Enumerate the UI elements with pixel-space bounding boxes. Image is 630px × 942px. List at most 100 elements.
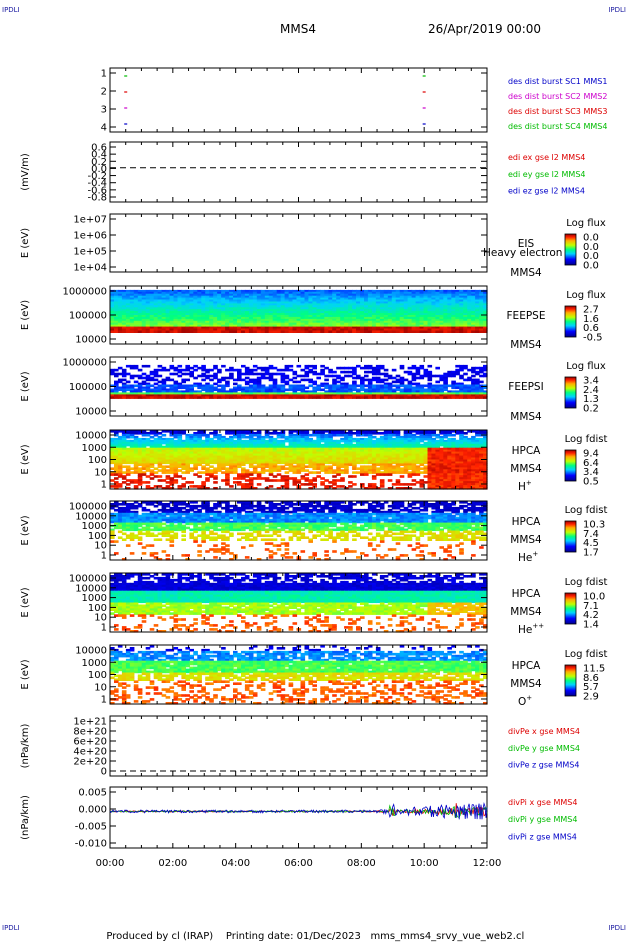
y-tick-label-divpi: -0.010 [75, 839, 107, 850]
legend-entry-divpi: divPi z gse MMS4 [508, 832, 577, 841]
y-tick-label-feepsi: 1000000 [62, 358, 107, 369]
legend-entry-burst: des dist burst SC3 MMS3 [508, 107, 607, 116]
x-tick-label: 00:00 [96, 858, 125, 869]
y-tick-label-hpca_o: 10 [94, 682, 107, 693]
colorbar-tick-hpca_h: 0.5 [583, 477, 599, 488]
mission-label-eis: MMS4 [510, 267, 542, 279]
heatmap-feepse [110, 290, 488, 333]
colorbar-tick-feepse: -0.5 [583, 333, 603, 344]
panel-frame-divpi [110, 787, 487, 848]
y-tick-label-divpi: 0.005 [78, 788, 107, 799]
colorbar-hpca_he [565, 521, 576, 552]
mission-label-feepsi: MMS4 [510, 411, 542, 423]
colorbar-tick-feepsi: 0.2 [583, 404, 599, 415]
heatmap-hpca_he [110, 501, 488, 561]
panel-frame-burst [110, 68, 487, 132]
heatmap-hpca_h [110, 430, 488, 490]
y-tick-label-feepse: 100000 [69, 311, 107, 322]
y-tick-label-hpca_he2: 1 [101, 623, 107, 634]
colorbar-eis [565, 234, 576, 265]
colorbar-feepse [565, 306, 576, 337]
panel-frame-eis [110, 214, 487, 272]
y-tick-label-hpca_o: 100 [88, 670, 107, 681]
y-tick-label-hpca_h: 100 [88, 455, 107, 466]
y-tick-label-divpi: -0.005 [75, 822, 107, 833]
y-tick-label-hpca_h: 10 [94, 467, 107, 478]
colorbar-tick-hpca_he: 1.7 [583, 548, 599, 559]
colorbar-feepsi [565, 377, 576, 408]
y-tick-label-hpca_he: 1 [101, 551, 107, 562]
y-axis-label-divpe: (nPa/km) [20, 724, 31, 769]
mission-label-hpca_he2: MMS4 [510, 606, 542, 618]
y-tick-label-hpca_h: 1000 [82, 443, 107, 454]
x-tick-label: 10:00 [410, 858, 439, 869]
y-tick-label-eis: 1e+05 [73, 247, 107, 258]
colorbar-title-hpca_he2: Log fdist [565, 577, 608, 588]
panel-edi: 0.60.40.20.0-0.2-0.4-0.6-0.8(mV/m)edi ex… [20, 142, 586, 204]
y-tick-label-burst: 2 [101, 87, 107, 98]
y-tick-label-hpca_o: 1000 [82, 658, 107, 669]
heatmap-feepsi [110, 365, 488, 399]
y-axis-label-feepsi: E (eV) [20, 371, 31, 401]
mission-label-hpca_o: MMS4 [510, 678, 542, 690]
legend-entry-edi: edi ez gse l2 MMS4 [508, 187, 585, 196]
footer: Produced by cl (IRAP) Printing date: 01/… [100, 920, 524, 942]
y-tick-label-divpe: 0 [101, 767, 107, 778]
y-tick-label-eis: 1e+07 [73, 215, 107, 226]
instrument-label-feepsi: FEEPSI [508, 381, 543, 393]
legend-entry-burst: des dist burst SC2 MMS2 [508, 92, 607, 101]
mission-label-hpca_he: MMS4 [510, 534, 542, 546]
panel-frame-edi [110, 142, 487, 202]
y-axis-label-hpca_h: E (eV) [20, 444, 31, 474]
legend-entry-burst: des dist burst SC1 MMS1 [508, 77, 607, 86]
legend-entry-divpe: divPe y gse MMS4 [508, 744, 580, 753]
y-axis-label-edi: (mV/m) [20, 153, 31, 191]
colorbar-title-hpca_he: Log fdist [565, 505, 608, 516]
footer-produced-by: Produced by cl (IRAP) [106, 931, 213, 942]
legend-entry-divpi: divPi y gse MMS4 [508, 815, 577, 824]
heatmap-hpca_he2 [110, 573, 488, 633]
y-tick-label-edi: -0.8 [87, 193, 107, 204]
colorbar-tick-hpca_o: 2.9 [583, 692, 599, 703]
legend-entry-divpe: divPe z gse MMS4 [508, 761, 579, 770]
colorbar-title-eis: Log flux [566, 218, 606, 229]
y-tick-label-divpi: 0.000 [78, 805, 107, 816]
panel-frame-divpe [110, 716, 487, 776]
legend-entry-burst: des dist burst SC4 MMS4 [508, 122, 607, 131]
instrument-label-hpca_he: HPCA [512, 516, 542, 528]
y-tick-label-hpca_h: 1 [101, 480, 107, 491]
x-tick-label: 12:00 [473, 858, 502, 869]
footer-printing-date: Printing date: 01/Dec/2023 [226, 931, 361, 942]
species-label-hpca_he: He+ [518, 550, 538, 564]
y-tick-label-feepsi: 100000 [69, 382, 107, 393]
legend-entry-divpi: divPi x gse MMS4 [508, 798, 577, 807]
species-label-hpca_he2: He++ [518, 622, 544, 636]
colorbar-title-feepse: Log flux [566, 290, 606, 301]
y-tick-label-burst: 1 [101, 69, 107, 80]
y-axis-label-divpi: (nPa/km) [20, 795, 31, 840]
overlay-text-eis: Heavy electron to [483, 247, 576, 259]
y-tick-label-feepse: 1000000 [62, 287, 107, 298]
colorbar-tick-eis: 0.0 [583, 261, 599, 272]
colorbar-title-feepsi: Log flux [566, 361, 606, 372]
instrument-label-hpca_o: HPCA [512, 660, 542, 672]
species-label-hpca_o: O+ [518, 694, 532, 708]
y-tick-label-feepse: 10000 [75, 335, 107, 346]
legend-entry-divpe: divPe x gse MMS4 [508, 727, 580, 736]
y-axis-label-hpca_he2: E (eV) [20, 587, 31, 617]
y-axis-label-feepse: E (eV) [20, 300, 31, 330]
x-tick-label: 04:00 [221, 858, 250, 869]
y-tick-label-hpca_o: 10000 [75, 646, 107, 657]
x-tick-label: 06:00 [284, 858, 313, 869]
y-tick-label-burst: 3 [101, 105, 107, 116]
species-label-hpca_h: H+ [518, 479, 532, 493]
